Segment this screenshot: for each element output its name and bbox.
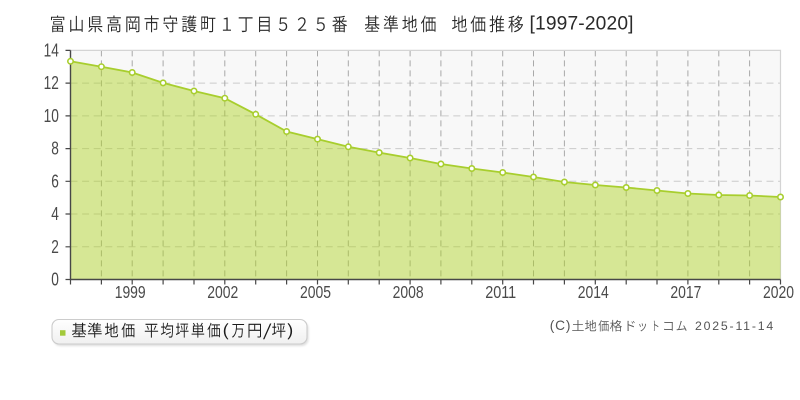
svg-text:2014: 2014: [578, 282, 609, 302]
svg-text:14: 14: [44, 39, 59, 60]
svg-text:(C): (C): [550, 318, 571, 333]
svg-text:2: 2: [51, 236, 59, 257]
svg-text:1999: 1999: [115, 282, 146, 302]
svg-text:2005: 2005: [300, 282, 331, 302]
svg-text:2011: 2011: [485, 282, 516, 302]
svg-text:0: 0: [51, 269, 59, 290]
svg-text:6: 6: [51, 170, 59, 191]
svg-text:12: 12: [44, 72, 59, 93]
svg-text:4: 4: [51, 203, 59, 224]
svg-text:10: 10: [44, 105, 59, 126]
svg-text:2020: 2020: [763, 282, 794, 302]
svg-text:2002: 2002: [207, 282, 238, 302]
svg-text:8: 8: [51, 138, 59, 159]
svg-text:2025-11-14: 2025-11-14: [695, 319, 773, 333]
svg-text:2008: 2008: [393, 282, 424, 302]
svg-text:[1997-2020]: [1997-2020]: [530, 14, 634, 35]
svg-text:2017: 2017: [670, 282, 701, 302]
